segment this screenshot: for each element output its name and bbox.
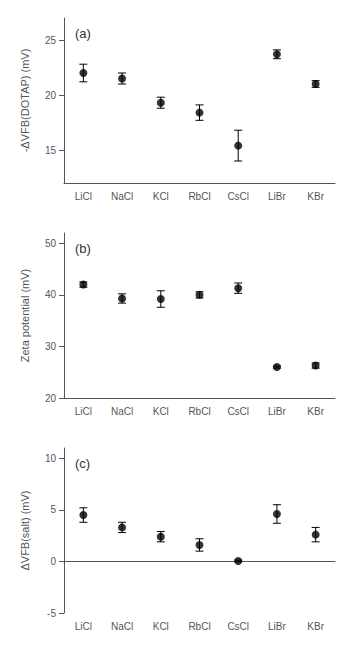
svg-text:CsCl: CsCl (227, 621, 249, 632)
svg-text:20: 20 (45, 90, 57, 101)
svg-text:5: 5 (50, 504, 56, 515)
svg-text:NaCl: NaCl (111, 621, 133, 632)
svg-text:RbCl: RbCl (188, 191, 210, 202)
svg-text:ΔVFB(salt) (mV): ΔVFB(salt) (mV) (19, 490, 31, 570)
svg-text:LiBr: LiBr (268, 191, 286, 202)
svg-text:CsCl: CsCl (227, 406, 249, 417)
svg-text:NaCl: NaCl (111, 406, 133, 417)
svg-text:LiCl: LiCl (75, 191, 92, 202)
svg-text:10: 10 (45, 453, 57, 464)
svg-text:40: 40 (45, 289, 57, 300)
svg-text:RbCl: RbCl (188, 406, 210, 417)
svg-text:RbCl: RbCl (188, 621, 210, 632)
svg-text:0: 0 (50, 556, 56, 567)
svg-text:(a): (a) (75, 26, 91, 41)
svg-text:25: 25 (45, 35, 57, 46)
svg-text:Zeta potential (mV): Zeta potential (mV) (19, 269, 31, 363)
svg-text:NaCl: NaCl (111, 191, 133, 202)
svg-text:(b): (b) (75, 241, 91, 256)
svg-text:50: 50 (45, 238, 57, 249)
svg-text:KCl: KCl (153, 406, 169, 417)
svg-text:KCl: KCl (153, 191, 169, 202)
svg-text:30: 30 (45, 341, 57, 352)
svg-text:LiBr: LiBr (268, 621, 286, 632)
svg-text:LiCl: LiCl (75, 406, 92, 417)
svg-text:KCl: KCl (153, 621, 169, 632)
svg-text:15: 15 (45, 145, 57, 156)
svg-text:-ΔVFB(DOTAP) (mV): -ΔVFB(DOTAP) (mV) (19, 49, 31, 153)
svg-text:20: 20 (45, 393, 57, 404)
svg-text:LiCl: LiCl (75, 621, 92, 632)
svg-text:KBr: KBr (307, 621, 324, 632)
svg-text:KBr: KBr (307, 406, 324, 417)
svg-text:KBr: KBr (307, 191, 324, 202)
svg-text:(c): (c) (75, 456, 90, 471)
svg-text:LiBr: LiBr (268, 406, 286, 417)
svg-text:CsCl: CsCl (227, 191, 249, 202)
svg-text:-5: -5 (47, 608, 56, 619)
